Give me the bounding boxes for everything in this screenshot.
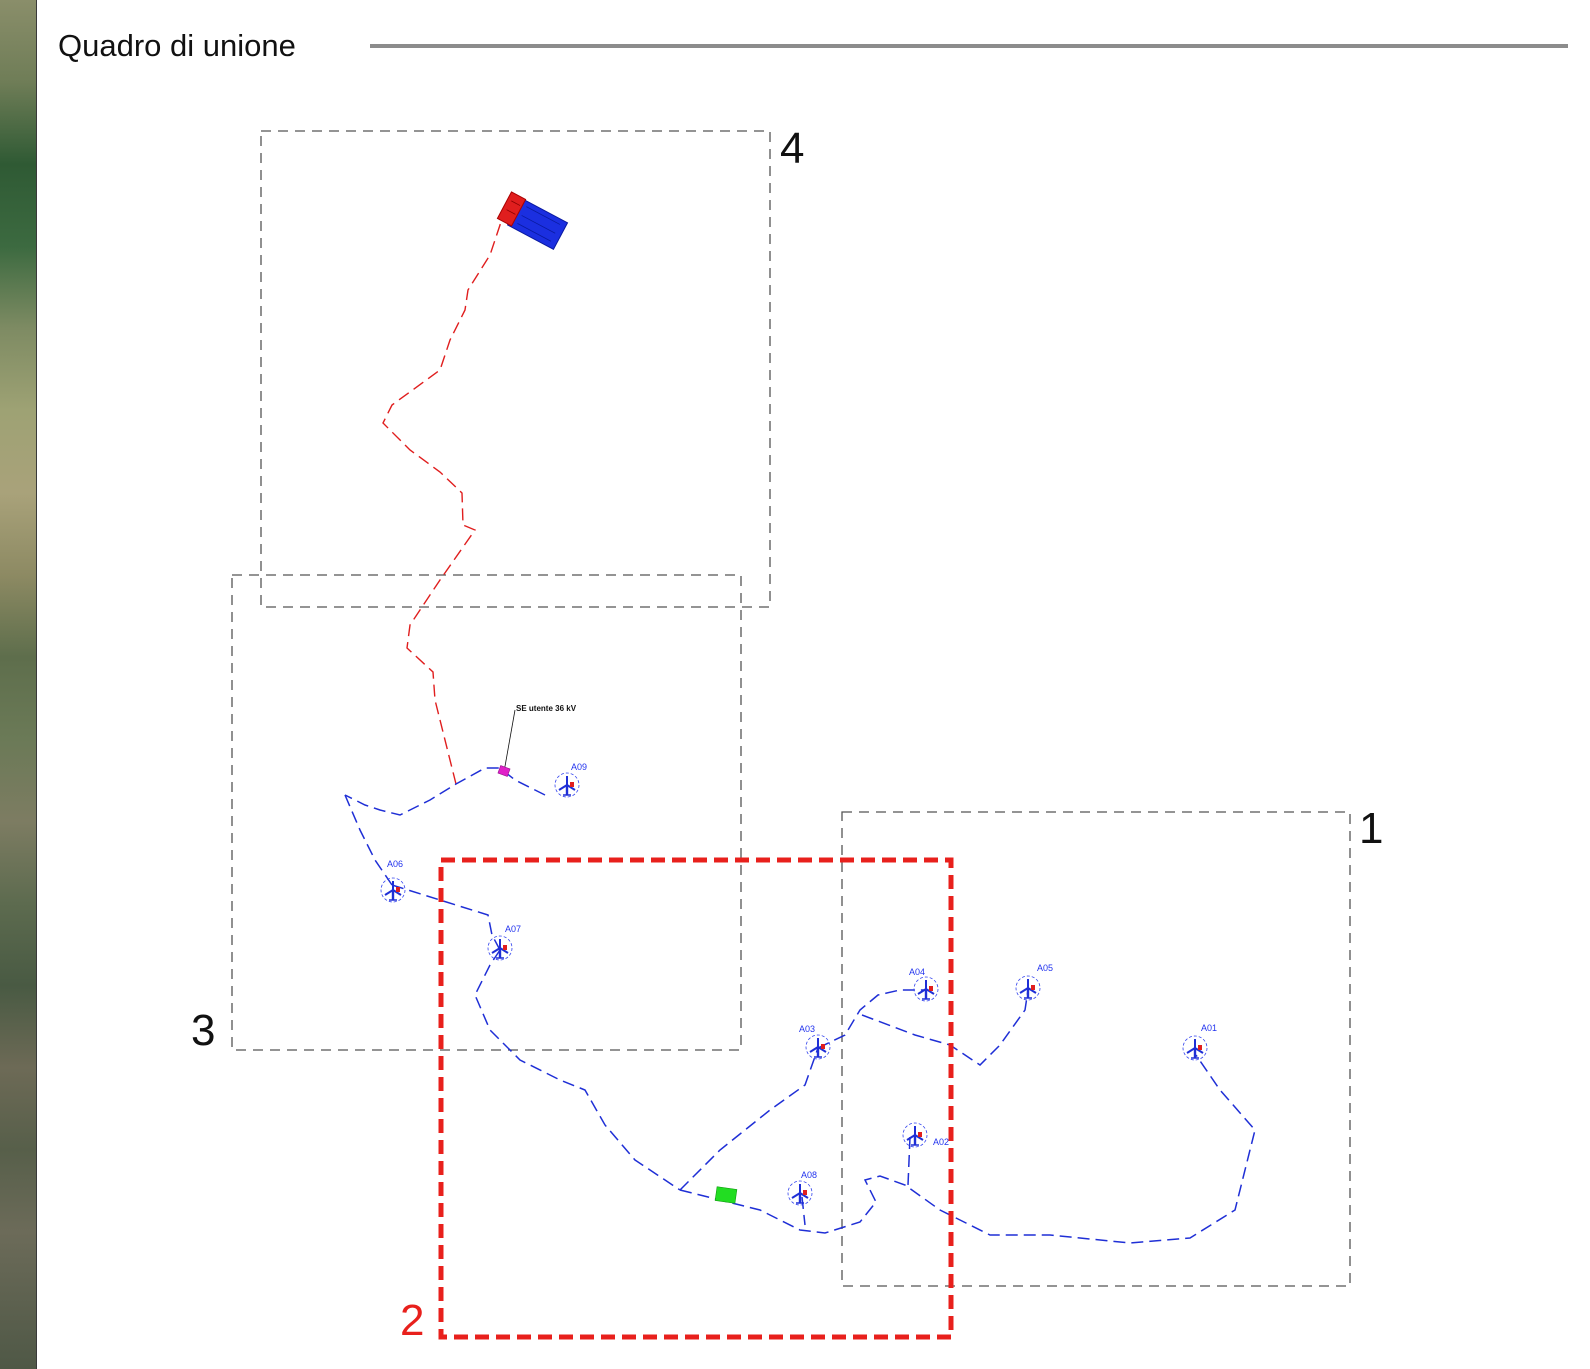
turbine-label: A07 [505,924,521,934]
turbine-A06[interactable]: A06 [379,859,407,904]
page-title: Quadro di unione [58,28,296,63]
turbine-label: A05 [1037,963,1053,973]
sheet-1[interactable]: 1 [841,804,1383,1287]
title-rule [370,44,1568,48]
turbine-label: A04 [909,967,925,977]
sheet-1-label: 1 [1359,804,1383,853]
sheet-3-label: 3 [191,1006,215,1055]
satellite-image-strip [0,0,37,1369]
substation-label: SE utente 36 kV [516,704,577,713]
turbine-label: A01 [1201,1023,1217,1033]
turbine-A02[interactable]: A02 [901,1121,949,1149]
turbine-label: A09 [571,762,587,772]
substation[interactable]: SE utente 36 kV [497,704,577,777]
turbine-label: A03 [799,1024,815,1034]
cable-mt-network [344,767,1256,1244]
turbine-A04[interactable]: A04 [909,967,940,1003]
turbine-A09[interactable]: A09 [553,762,587,799]
cable-at-route [382,204,506,785]
substation-marker [497,765,511,777]
turbine-label: A08 [801,1170,817,1180]
storage-area [714,1186,738,1204]
turbine-A03[interactable]: A03 [799,1024,832,1061]
turbine-label: A06 [387,859,403,869]
turbine-A08[interactable]: A08 [786,1170,817,1207]
turbine-label: A02 [933,1137,949,1147]
turbine-A07[interactable]: A07 [486,924,521,962]
sheet-4[interactable]: 4 [260,124,804,608]
sheet-4-label: 4 [780,124,804,173]
sheet-3[interactable]: 3 [191,574,742,1055]
turbine-A05[interactable]: A05 [1014,963,1053,1002]
electrical-station [496,191,569,251]
turbine-A01[interactable]: A01 [1181,1023,1217,1062]
sheet-2-label: 2 [400,1296,424,1345]
sheet-2-highlighted[interactable]: 2 [400,857,954,1345]
